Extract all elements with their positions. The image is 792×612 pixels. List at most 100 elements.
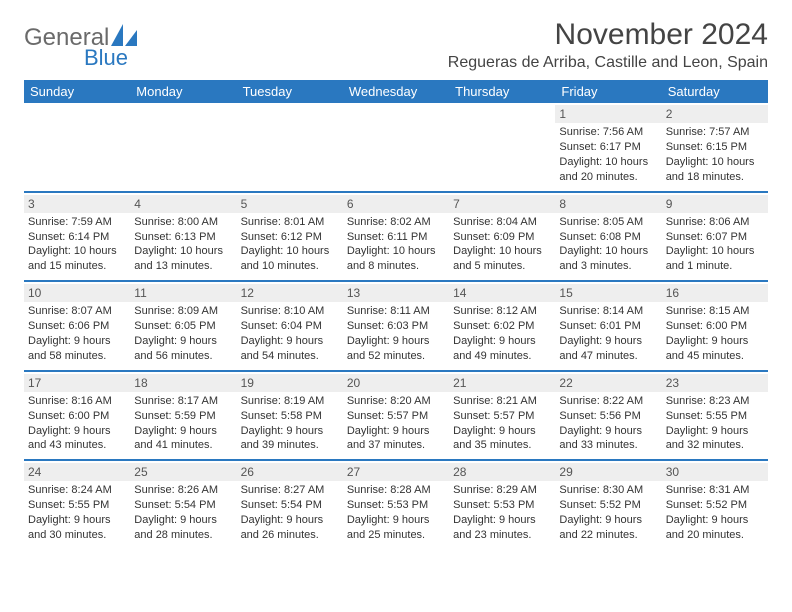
sunset-text: Sunset: 5:53 PM xyxy=(347,498,445,513)
sunset-text: Sunset: 5:57 PM xyxy=(347,409,445,424)
daylight-text-1: Daylight: 9 hours xyxy=(134,424,232,439)
daylight-text-2: and 43 minutes. xyxy=(28,438,126,453)
calendar-day: 28Sunrise: 8:29 AMSunset: 5:53 PMDayligh… xyxy=(449,461,555,549)
daylight-text-1: Daylight: 9 hours xyxy=(241,513,339,528)
daylight-text-1: Daylight: 10 hours xyxy=(453,244,551,259)
sunrise-text: Sunrise: 8:14 AM xyxy=(559,304,657,319)
daylight-text-1: Daylight: 10 hours xyxy=(134,244,232,259)
daylight-text-1: Daylight: 9 hours xyxy=(559,424,657,439)
sunrise-text: Sunrise: 7:57 AM xyxy=(666,125,764,140)
day-number: 14 xyxy=(449,284,555,302)
daylight-text-2: and 30 minutes. xyxy=(28,528,126,543)
sunrise-text: Sunrise: 8:27 AM xyxy=(241,483,339,498)
calendar-day: 18Sunrise: 8:17 AMSunset: 5:59 PMDayligh… xyxy=(130,372,236,460)
day-number: 1 xyxy=(555,105,661,123)
daylight-text-2: and 1 minute. xyxy=(666,259,764,274)
calendar-day: 17Sunrise: 8:16 AMSunset: 6:00 PMDayligh… xyxy=(24,372,130,460)
calendar-day xyxy=(449,103,555,191)
day-number: 21 xyxy=(449,374,555,392)
calendar-week: 1Sunrise: 7:56 AMSunset: 6:17 PMDaylight… xyxy=(24,103,768,191)
daylight-text-2: and 58 minutes. xyxy=(28,349,126,364)
daylight-text-2: and 18 minutes. xyxy=(666,170,764,185)
daylight-text-2: and 20 minutes. xyxy=(559,170,657,185)
location-subtitle: Regueras de Arriba, Castille and Leon, S… xyxy=(448,54,768,72)
day-number: 8 xyxy=(555,195,661,213)
day-number: 4 xyxy=(130,195,236,213)
sunrise-text: Sunrise: 8:21 AM xyxy=(453,394,551,409)
daylight-text-1: Daylight: 9 hours xyxy=(241,334,339,349)
day-number: 16 xyxy=(662,284,768,302)
sunrise-text: Sunrise: 8:20 AM xyxy=(347,394,445,409)
sunrise-text: Sunrise: 8:00 AM xyxy=(134,215,232,230)
sunrise-text: Sunrise: 8:26 AM xyxy=(134,483,232,498)
sunset-text: Sunset: 6:15 PM xyxy=(666,140,764,155)
calendar-day: 14Sunrise: 8:12 AMSunset: 6:02 PMDayligh… xyxy=(449,282,555,370)
sunset-text: Sunset: 5:52 PM xyxy=(666,498,764,513)
sunset-text: Sunset: 6:02 PM xyxy=(453,319,551,334)
sunset-text: Sunset: 6:01 PM xyxy=(559,319,657,334)
daylight-text-2: and 45 minutes. xyxy=(666,349,764,364)
calendar-day: 19Sunrise: 8:19 AMSunset: 5:58 PMDayligh… xyxy=(237,372,343,460)
calendar-day: 2Sunrise: 7:57 AMSunset: 6:15 PMDaylight… xyxy=(662,103,768,191)
sunset-text: Sunset: 5:59 PM xyxy=(134,409,232,424)
daylight-text-1: Daylight: 9 hours xyxy=(666,513,764,528)
sunset-text: Sunset: 6:05 PM xyxy=(134,319,232,334)
weeks-container: 1Sunrise: 7:56 AMSunset: 6:17 PMDaylight… xyxy=(24,103,768,549)
day-number: 25 xyxy=(130,463,236,481)
daylight-text-2: and 10 minutes. xyxy=(241,259,339,274)
calendar-week: 10Sunrise: 8:07 AMSunset: 6:06 PMDayligh… xyxy=(24,280,768,370)
day-number: 11 xyxy=(130,284,236,302)
calendar-day: 26Sunrise: 8:27 AMSunset: 5:54 PMDayligh… xyxy=(237,461,343,549)
title-block: November 2024 Regueras de Arriba, Castil… xyxy=(448,18,768,72)
sunset-text: Sunset: 5:58 PM xyxy=(241,409,339,424)
sunset-text: Sunset: 6:13 PM xyxy=(134,230,232,245)
daylight-text-2: and 47 minutes. xyxy=(559,349,657,364)
sunrise-text: Sunrise: 8:28 AM xyxy=(347,483,445,498)
calendar-day: 25Sunrise: 8:26 AMSunset: 5:54 PMDayligh… xyxy=(130,461,236,549)
sunrise-text: Sunrise: 8:05 AM xyxy=(559,215,657,230)
sunrise-text: Sunrise: 8:15 AM xyxy=(666,304,764,319)
calendar-week: 3Sunrise: 7:59 AMSunset: 6:14 PMDaylight… xyxy=(24,191,768,281)
day-number: 27 xyxy=(343,463,449,481)
daylight-text-2: and 26 minutes. xyxy=(241,528,339,543)
sunset-text: Sunset: 6:11 PM xyxy=(347,230,445,245)
daylight-text-1: Daylight: 9 hours xyxy=(28,513,126,528)
sunset-text: Sunset: 5:54 PM xyxy=(134,498,232,513)
calendar-day: 23Sunrise: 8:23 AMSunset: 5:55 PMDayligh… xyxy=(662,372,768,460)
daylight-text-1: Daylight: 9 hours xyxy=(28,334,126,349)
header: General Blue November 2024 Regueras de A… xyxy=(24,18,768,72)
calendar-day: 27Sunrise: 8:28 AMSunset: 5:53 PMDayligh… xyxy=(343,461,449,549)
daylight-text-1: Daylight: 9 hours xyxy=(453,424,551,439)
daylight-text-2: and 32 minutes. xyxy=(666,438,764,453)
sunset-text: Sunset: 6:08 PM xyxy=(559,230,657,245)
calendar-day: 30Sunrise: 8:31 AMSunset: 5:52 PMDayligh… xyxy=(662,461,768,549)
calendar-day xyxy=(343,103,449,191)
day-number: 3 xyxy=(24,195,130,213)
sunrise-text: Sunrise: 8:22 AM xyxy=(559,394,657,409)
day-number: 9 xyxy=(662,195,768,213)
sunrise-text: Sunrise: 7:56 AM xyxy=(559,125,657,140)
daylight-text-2: and 54 minutes. xyxy=(241,349,339,364)
daylight-text-1: Daylight: 9 hours xyxy=(666,424,764,439)
day-number: 15 xyxy=(555,284,661,302)
day-number: 5 xyxy=(237,195,343,213)
day-number: 6 xyxy=(343,195,449,213)
calendar-day: 21Sunrise: 8:21 AMSunset: 5:57 PMDayligh… xyxy=(449,372,555,460)
sunrise-text: Sunrise: 8:23 AM xyxy=(666,394,764,409)
calendar-day: 29Sunrise: 8:30 AMSunset: 5:52 PMDayligh… xyxy=(555,461,661,549)
day-number: 22 xyxy=(555,374,661,392)
sunset-text: Sunset: 6:00 PM xyxy=(666,319,764,334)
daylight-text-1: Daylight: 9 hours xyxy=(559,334,657,349)
daylight-text-2: and 23 minutes. xyxy=(453,528,551,543)
calendar-day: 24Sunrise: 8:24 AMSunset: 5:55 PMDayligh… xyxy=(24,461,130,549)
sunrise-text: Sunrise: 8:01 AM xyxy=(241,215,339,230)
daylight-text-1: Daylight: 9 hours xyxy=(347,424,445,439)
daylight-text-1: Daylight: 9 hours xyxy=(666,334,764,349)
daylight-text-1: Daylight: 9 hours xyxy=(453,334,551,349)
weekday-header: Wednesday xyxy=(343,80,449,103)
calendar-day: 5Sunrise: 8:01 AMSunset: 6:12 PMDaylight… xyxy=(237,193,343,281)
daylight-text-2: and 8 minutes. xyxy=(347,259,445,274)
sunset-text: Sunset: 5:53 PM xyxy=(453,498,551,513)
sunrise-text: Sunrise: 8:10 AM xyxy=(241,304,339,319)
daylight-text-2: and 39 minutes. xyxy=(241,438,339,453)
